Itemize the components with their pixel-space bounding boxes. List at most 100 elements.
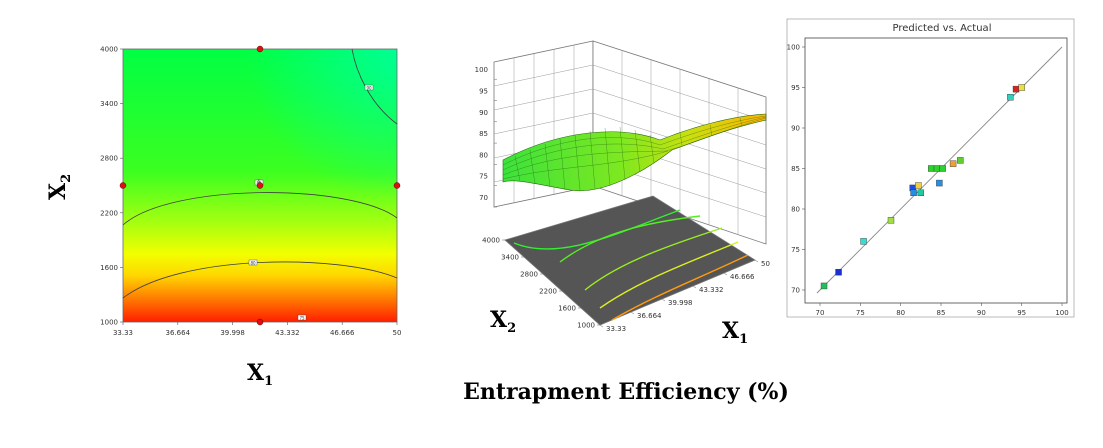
contour-x-tick-label: 33.33 bbox=[113, 329, 133, 337]
surface-z-tick-label: 70 bbox=[479, 194, 488, 202]
surface-x-tick-label: 46.666 bbox=[730, 273, 755, 281]
contour-line-80 bbox=[122, 261, 398, 299]
surface-y-ticks: 1000 1600 2200 2800 3400 4000 bbox=[482, 237, 600, 330]
surface-x-tick-mark bbox=[692, 285, 697, 289]
pva-x-tick-label: 75 bbox=[856, 309, 865, 317]
surface-x-tick-label: 33.33 bbox=[606, 325, 626, 333]
surface-x-tick-mark bbox=[630, 311, 635, 315]
pva-point bbox=[835, 268, 842, 276]
design-points bbox=[119, 45, 401, 326]
contour-level-tag-box bbox=[297, 314, 307, 321]
design-point bbox=[119, 182, 127, 189]
contour-y-tick-label: 3400 bbox=[100, 100, 118, 108]
pva-y-tick-label: 90 bbox=[791, 125, 800, 133]
surface-z-tick-label: 80 bbox=[479, 151, 488, 159]
pva-title: Predicted vs. Actual bbox=[893, 23, 992, 34]
surface-x-tick-label: 50 bbox=[761, 260, 770, 268]
pva-point bbox=[1012, 85, 1020, 93]
contour-x-ticks: 33.33 36.664 39.998 43.332 46.666 50 bbox=[113, 322, 401, 337]
surface-y-tick-label: 3400 bbox=[501, 254, 519, 262]
pva-point bbox=[887, 217, 895, 224]
pva-point bbox=[928, 165, 935, 172]
pva-y-tick-label: 100 bbox=[787, 44, 800, 52]
contour-x-tick-label: 46.666 bbox=[330, 329, 355, 337]
pva-y-tick-label: 95 bbox=[791, 84, 800, 92]
surface-x-tick-mark bbox=[599, 324, 604, 328]
predicted-vs-actual-panel: Predicted vs. Actual 70 75 80 85 90 95 100 707… bbox=[786, 18, 1075, 318]
contour-level-tag-box bbox=[248, 259, 258, 266]
contour-x-tick-label: 36.664 bbox=[166, 329, 191, 337]
pva-point bbox=[1007, 94, 1014, 101]
contour-level-tag: 90 bbox=[366, 85, 372, 90]
surface-y-tick-label: 2200 bbox=[539, 288, 557, 296]
contour-y-tick-label: 4000 bbox=[100, 46, 118, 54]
pva-point bbox=[860, 238, 867, 245]
pva-x-tick-label: 70 bbox=[816, 309, 825, 317]
design-point bbox=[256, 318, 264, 326]
contour-y-tick-label: 1600 bbox=[100, 264, 118, 272]
pva-y-ticks: 70 75 80 85 90 95 100 bbox=[787, 44, 805, 295]
contour-level-tag: 80 bbox=[250, 260, 256, 265]
surface-x-axis-label: X1 bbox=[722, 318, 748, 347]
pva-x-tick-label: 90 bbox=[977, 309, 986, 317]
surface-3d-panel: 70 75 80 85 90 95 100 33.33 36.664 39.998 43.332 4… bbox=[475, 40, 770, 347]
contour-x-tick-label: 50 bbox=[393, 329, 402, 337]
pva-point bbox=[957, 157, 964, 164]
pva-y-tick-label: 80 bbox=[791, 206, 800, 214]
pva-y-tick-label: 75 bbox=[791, 246, 800, 254]
surface-z-tick-label: 100 bbox=[475, 66, 488, 74]
pva-point bbox=[910, 189, 917, 197]
contour-x-tick-label: 39.998 bbox=[220, 329, 245, 337]
contour-y-axis-label: X2 bbox=[45, 174, 74, 200]
contour-y-tick-label: 1000 bbox=[100, 319, 118, 327]
pva-x-tick-label: 100 bbox=[1055, 309, 1068, 317]
surface-y-axis-label: X2 bbox=[490, 307, 516, 336]
contour-y-tick-label: 2200 bbox=[100, 209, 118, 217]
surface-mesh bbox=[502, 115, 767, 191]
pva-y-tick-label: 85 bbox=[791, 165, 800, 173]
design-point bbox=[393, 182, 401, 189]
surface-y-tick-label: 4000 bbox=[482, 237, 500, 245]
pva-point bbox=[936, 179, 943, 187]
surface-y-tick-label: 1600 bbox=[558, 305, 576, 313]
contour-level-tag: 75 bbox=[299, 315, 305, 320]
surface-z-tick-label: 95 bbox=[479, 88, 488, 96]
surface-z-tick-label: 90 bbox=[479, 109, 488, 117]
pva-x-tick-label: 85 bbox=[937, 309, 946, 317]
surface-x-tick-label: 43.332 bbox=[699, 286, 724, 294]
figure-caption: Entrapment Efficiency (%) bbox=[463, 379, 789, 405]
pva-point bbox=[917, 189, 925, 197]
surface-x-tick-label: 39.998 bbox=[668, 299, 693, 307]
surface-x-tick-label: 36.664 bbox=[637, 312, 662, 320]
pva-point bbox=[939, 165, 946, 172]
response-surface bbox=[502, 113, 767, 192]
contour-y-tick-label: 2800 bbox=[100, 155, 118, 163]
contour-level-tag-box bbox=[364, 84, 374, 91]
pva-point bbox=[915, 182, 922, 189]
pva-x-tick-label: 95 bbox=[1017, 309, 1026, 317]
design-point bbox=[256, 45, 264, 53]
surface-x-tick-mark bbox=[661, 298, 666, 302]
contour-y-ticks: 1000 1600 2200 2800 3400 4000 bbox=[100, 46, 123, 327]
pva-x-ticks: 70 75 80 85 90 95 100 bbox=[816, 303, 1069, 317]
pva-point bbox=[1018, 84, 1025, 91]
pva-x-tick-label: 80 bbox=[896, 309, 905, 317]
pva-point bbox=[949, 160, 957, 167]
pva-points bbox=[820, 84, 1025, 290]
surface-y-tick-label: 1000 bbox=[577, 322, 595, 330]
surface-z-ticks: 70 75 80 85 90 95 100 bbox=[475, 66, 497, 208]
pva-point bbox=[933, 165, 941, 172]
surface-y-tick-label: 2800 bbox=[520, 271, 538, 279]
pva-y-tick-label: 70 bbox=[791, 287, 800, 295]
floor-contour-lines bbox=[513, 209, 749, 321]
surface-z-tick-label: 75 bbox=[479, 173, 488, 181]
surface-x-ticks: 33.33 36.664 39.998 43.332 46.666 50 bbox=[599, 259, 770, 333]
center-point-count: 5 bbox=[258, 179, 261, 184]
contour-x-tick-label: 43.332 bbox=[275, 329, 300, 337]
surface-x-tick-mark bbox=[754, 259, 759, 263]
contour-x-axis-label: X1 bbox=[247, 360, 273, 389]
contour-line-85 bbox=[122, 192, 398, 226]
design-point bbox=[256, 182, 264, 189]
